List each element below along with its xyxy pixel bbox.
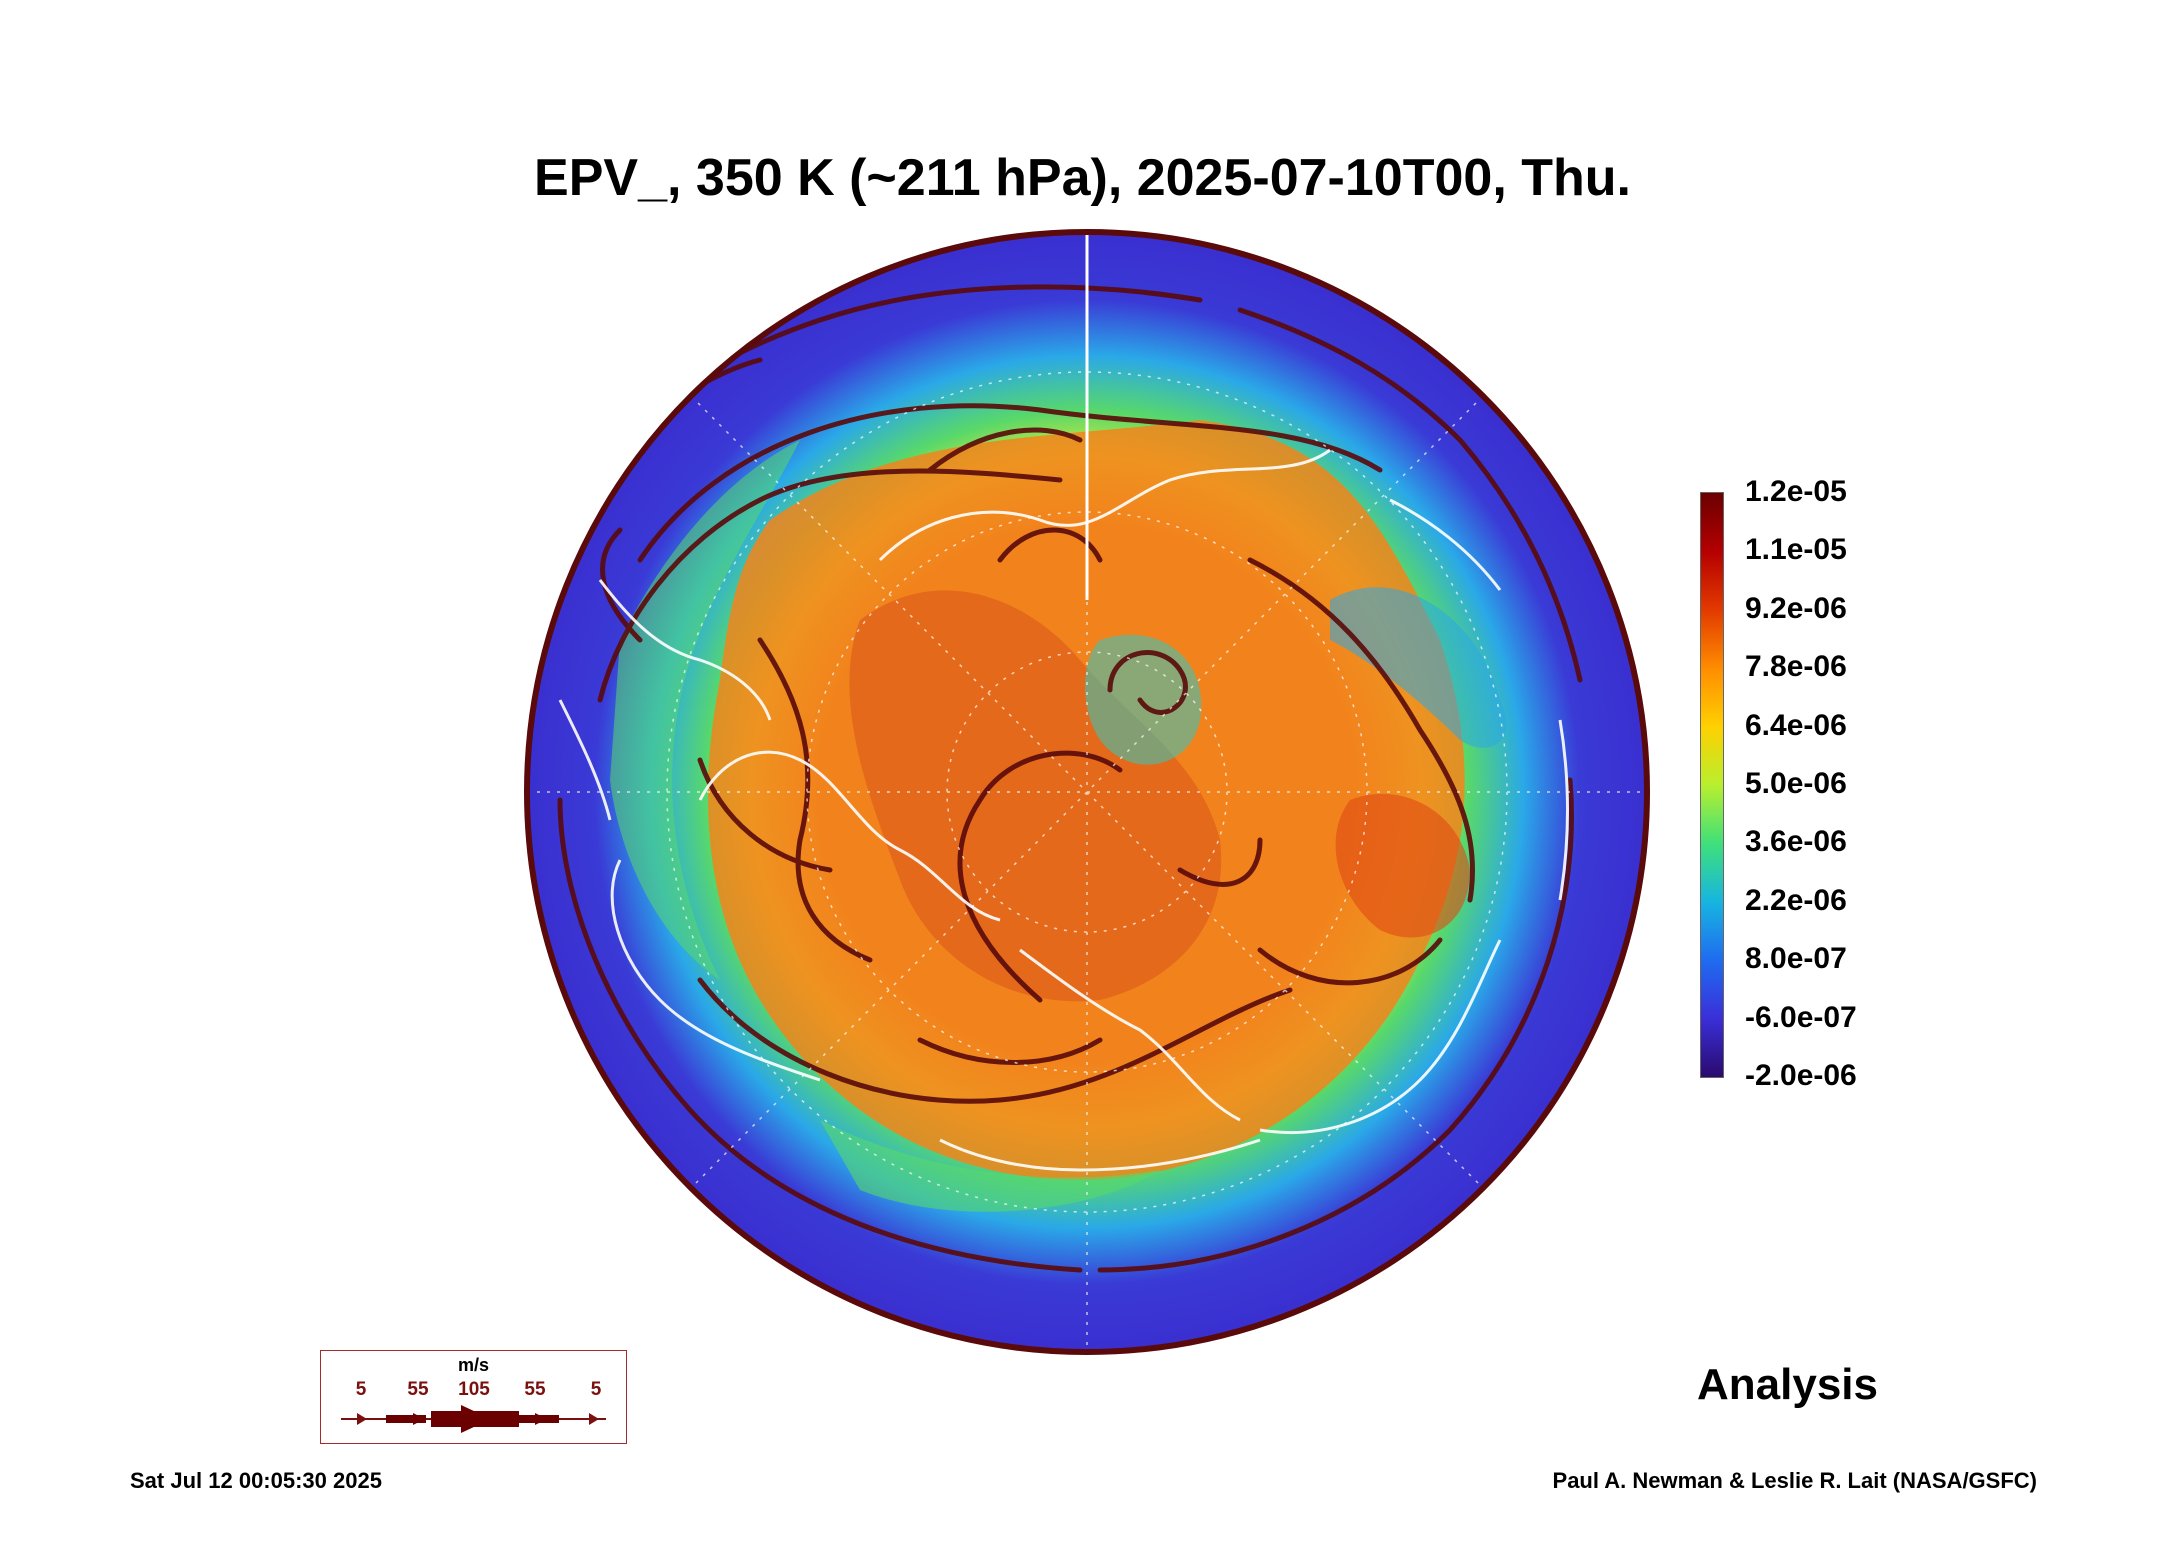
graticule: [527, 232, 1647, 1352]
coastlines: [558, 448, 1569, 1172]
colorbar-tick-label: 5.0e-06: [1745, 767, 1847, 800]
globe-outline: [524, 229, 1650, 1355]
green-band-south: [820, 1120, 1160, 1212]
colorbar-tick-label: -2.0e-06: [1745, 1059, 1857, 1092]
plot-title: EPV_, 350 K (~211 hPa), 2025-07-10T00, T…: [534, 149, 1631, 207]
colorbar-tick-label: 1.2e-05: [1745, 475, 1847, 508]
colorbar-tick-label: 8.0e-07: [1745, 942, 1847, 976]
colorbar-tick-label: 1.1e-05: [1745, 533, 1847, 567]
colorbar: [1700, 492, 1724, 1078]
credit-line: Paul A. Newman & Leslie R. Lait (NASA/GS…: [1552, 1468, 2037, 1493]
colorbar-tick-label: -6.0e-07: [1745, 1000, 1857, 1034]
colorbar-tick-label: 3.6e-06: [1745, 825, 1847, 859]
colorbar-tick-label: 2.2e-06: [1745, 883, 1847, 917]
analysis-label: Analysis: [1697, 1360, 1878, 1409]
wind-tick: 55: [524, 1379, 546, 1400]
wind-speed-legend: m/s 5 55 105 55 5: [320, 1350, 627, 1444]
wind-unit: m/s: [457, 1355, 490, 1375]
green-band-west: [610, 440, 800, 980]
colorbar-tick-label: 6.4e-06: [1745, 708, 1847, 742]
wind-tick: 5: [590, 1379, 602, 1400]
timestamp: Sat Jul 12 00:05:30 2025: [130, 1468, 382, 1493]
streamlines: [537, 284, 1583, 1273]
wind-tick: 55: [407, 1379, 429, 1400]
colorbar-tick-label: 9.2e-06: [1745, 591, 1847, 625]
wind-tick: 105: [458, 1379, 490, 1400]
pv-dark-core: [849, 590, 1222, 1002]
wind-arrow-scale: [341, 1405, 606, 1433]
blue-tongue-east: [1330, 587, 1507, 748]
wind-tick: 5: [355, 1379, 367, 1400]
colorbar-tick-label: 7.8e-06: [1745, 650, 1847, 684]
cutoff-low-east: [1335, 793, 1470, 938]
